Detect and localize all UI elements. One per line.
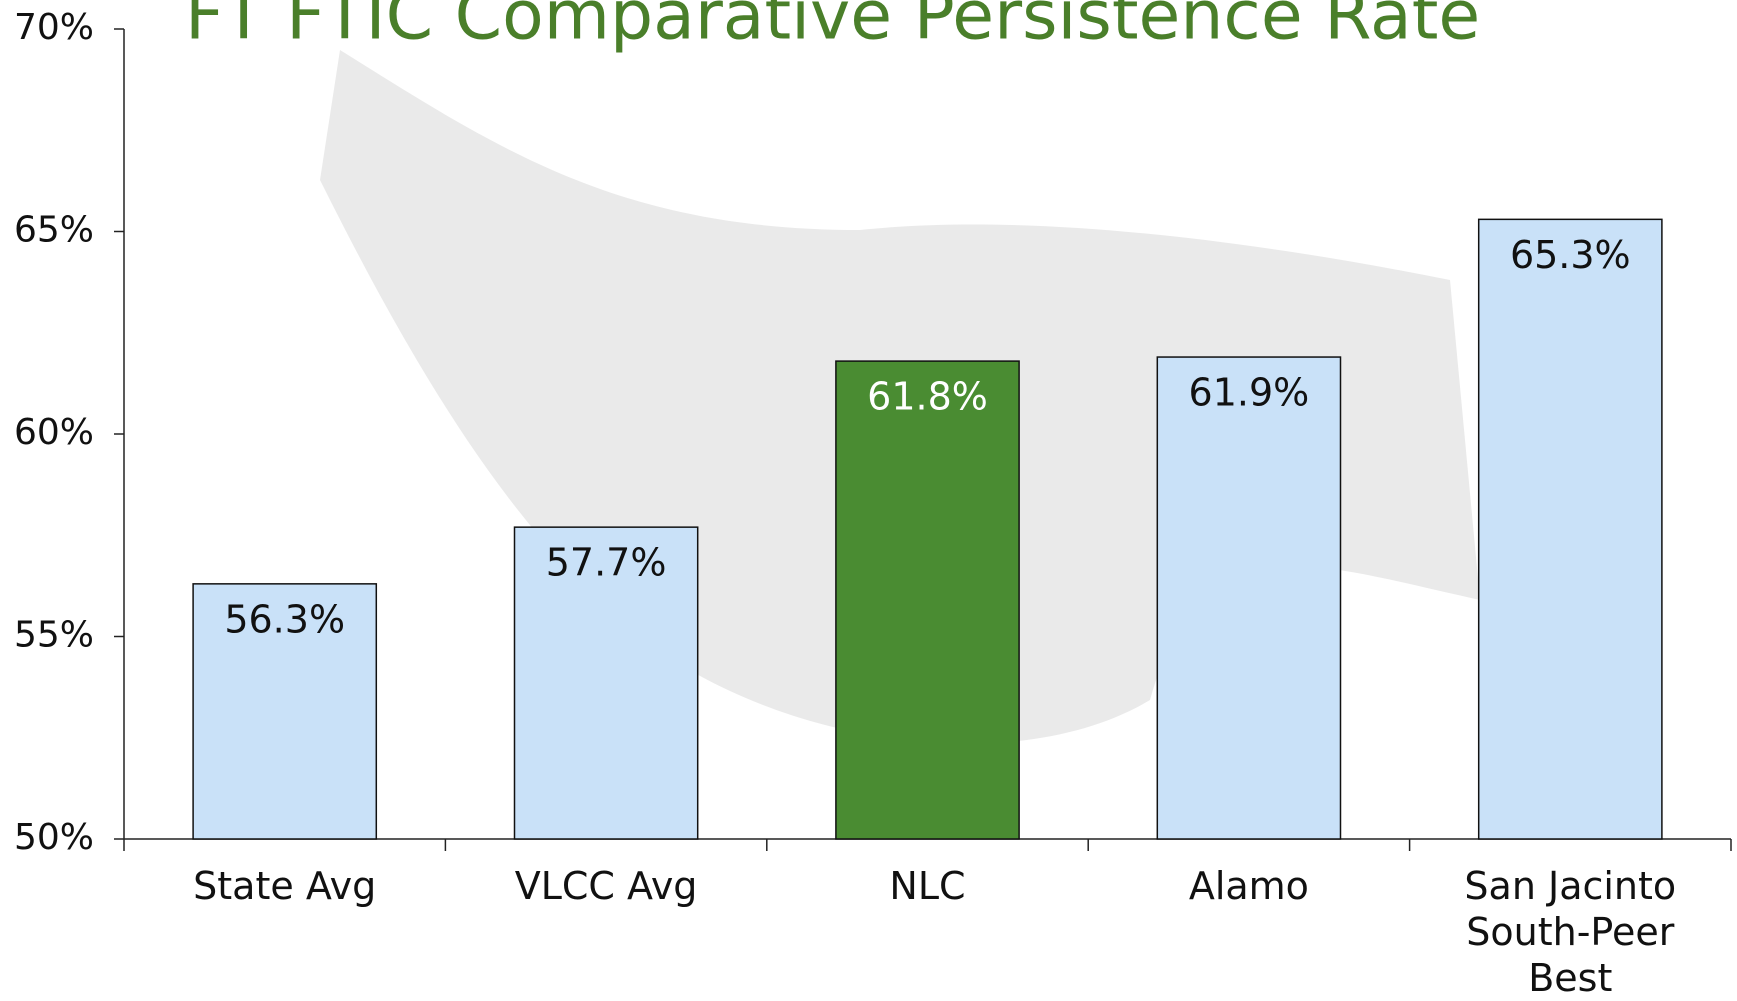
x-tick-label: VLCC Avg (514, 864, 698, 908)
x-tick-label: State Avg (193, 864, 377, 908)
y-tick-label: 55% (14, 615, 94, 656)
y-tick-label: 65% (14, 210, 94, 251)
value-label: 57.7% (546, 541, 667, 585)
chart: FT FTIC Comparative Persistence Rate 50%… (14, 0, 1732, 858)
value-label: 56.3% (224, 597, 345, 641)
bar (192, 583, 378, 840)
y-tick-label: 70% (14, 7, 94, 48)
value-label: 65.3% (1510, 233, 1631, 277)
x-tick-label: NLC (889, 864, 966, 908)
chart-title: FT FTIC Comparative Persistence Rate (185, 0, 1480, 56)
bar (513, 526, 699, 840)
bar (1156, 356, 1342, 840)
bar (1477, 218, 1663, 840)
value-label: 61.9% (1189, 371, 1310, 415)
x-tick-label: Alamo (1188, 864, 1309, 908)
y-tick-label: 50% (14, 817, 94, 858)
x-tick-label: San Jacinto South-Peer Best (1464, 864, 1677, 1000)
page: FT FTIC Comparative Persistence Rate 50%… (14, 0, 1732, 1000)
bar (835, 360, 1020, 840)
value-label: 61.8% (867, 375, 988, 419)
y-tick-label: 60% (14, 412, 94, 453)
